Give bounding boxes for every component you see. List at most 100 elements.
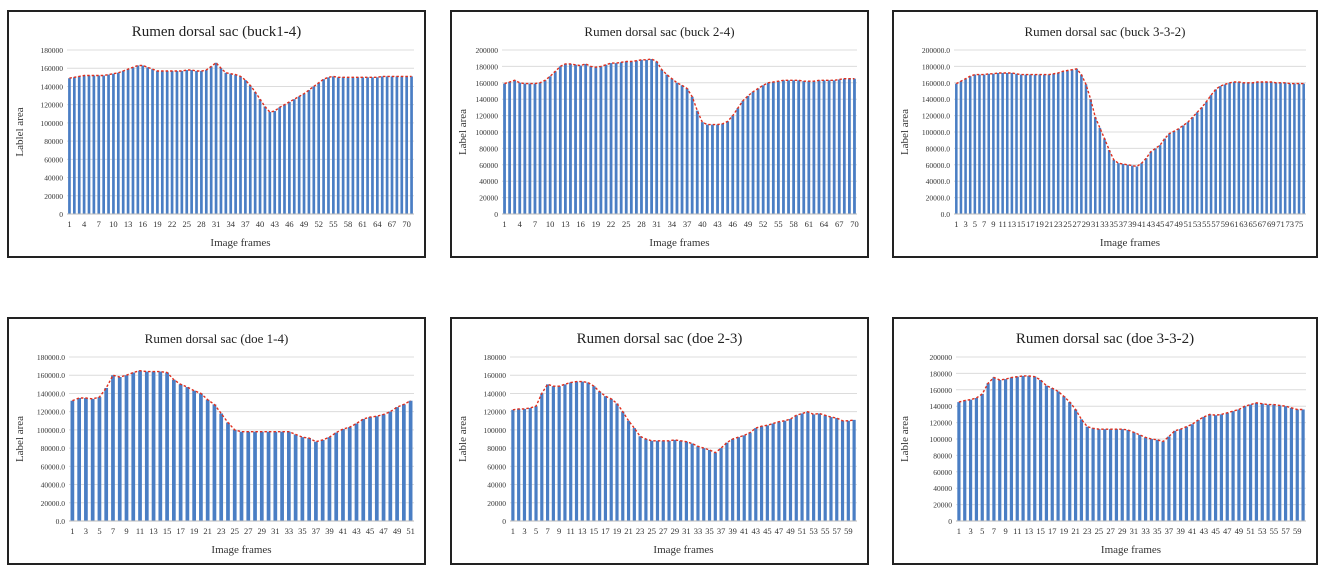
- x-tick-label: 31: [652, 219, 661, 229]
- bar: [534, 406, 538, 521]
- bar: [1140, 163, 1143, 214]
- x-tick-label: 51: [798, 526, 807, 536]
- y-tick-label: 20000: [933, 501, 952, 510]
- bar: [151, 371, 156, 521]
- bar: [111, 375, 115, 521]
- bar: [1254, 402, 1259, 521]
- x-tick-label: 13: [578, 526, 587, 536]
- x-tick-label: 17: [176, 526, 185, 536]
- bar: [1181, 125, 1185, 214]
- bar: [1172, 131, 1176, 214]
- y-tick-label: 80000.0: [926, 144, 951, 153]
- bar: [332, 76, 335, 214]
- bar: [807, 81, 811, 214]
- bar: [320, 439, 325, 521]
- x-tick-label: 40: [256, 219, 265, 229]
- bar: [1265, 81, 1268, 214]
- y-tick-label: 180000: [484, 353, 507, 362]
- bar: [347, 427, 352, 521]
- bar: [1056, 72, 1060, 215]
- bar: [209, 66, 213, 215]
- bar: [615, 403, 619, 521]
- bar: [725, 442, 729, 521]
- x-tick-label: 27: [1072, 219, 1081, 229]
- bar: [1173, 430, 1177, 521]
- y-tick-label: 100000: [484, 426, 507, 435]
- chart-title: Rumen dorsal sac (doe 2-3): [577, 331, 743, 347]
- bar: [700, 122, 704, 214]
- x-tick-label: 13: [124, 219, 133, 229]
- bar: [346, 77, 350, 214]
- chart-title: Rumen dorsal sac (buck1-4): [132, 24, 302, 40]
- bar: [293, 434, 298, 521]
- x-tick-label: 16: [576, 219, 585, 229]
- x-tick-label: 43: [1147, 219, 1156, 229]
- bar: [351, 77, 355, 214]
- bar: [82, 75, 86, 214]
- bar: [102, 75, 105, 214]
- bar: [538, 82, 542, 214]
- bar: [853, 78, 856, 214]
- x-tick-label: 64: [820, 219, 829, 229]
- x-tick-label: 17: [601, 526, 610, 536]
- bar: [1107, 150, 1111, 214]
- x-tick-label: 31: [1091, 219, 1100, 229]
- x-tick-label: 7: [533, 219, 537, 229]
- y-tick-label: 100000: [930, 435, 953, 444]
- bar: [1154, 148, 1157, 214]
- bar: [341, 428, 345, 521]
- x-tick-label: 70: [850, 219, 859, 229]
- bar: [1144, 158, 1148, 214]
- x-tick-label: 55: [1202, 219, 1211, 229]
- bar: [302, 93, 306, 214]
- bar: [1047, 74, 1051, 214]
- x-tick-label: 22: [168, 219, 177, 229]
- x-tick-label: 29: [258, 526, 267, 536]
- bar: [518, 82, 522, 214]
- bar: [771, 81, 775, 214]
- x-tick-label: 19: [1060, 526, 1069, 536]
- bar: [584, 63, 588, 214]
- x-tick-label: 13: [1008, 219, 1017, 229]
- x-tick-label: 52: [314, 219, 323, 229]
- bar: [410, 76, 413, 214]
- bar: [219, 413, 224, 521]
- x-tick-label: 23: [1083, 526, 1092, 536]
- x-tick-label: 9: [991, 219, 995, 229]
- bar: [368, 417, 372, 521]
- bar: [390, 76, 394, 214]
- y-tick-label: 180000: [930, 369, 953, 378]
- bar: [998, 379, 1002, 521]
- x-tick-label: 21: [1045, 219, 1054, 229]
- bar: [619, 62, 623, 214]
- bar: [771, 423, 775, 521]
- x-tick-label: 71: [1276, 219, 1285, 229]
- y-tick-label: 60000: [933, 468, 952, 477]
- bar: [1079, 419, 1084, 521]
- bar: [112, 73, 115, 214]
- bar: [136, 65, 140, 214]
- bar: [1225, 412, 1229, 521]
- x-axis-label: Image frames: [210, 237, 270, 249]
- x-tick-label: 25: [647, 526, 656, 536]
- bar: [70, 400, 75, 521]
- x-tick-label: 33: [285, 526, 294, 536]
- bar: [178, 384, 183, 521]
- bar: [68, 78, 71, 214]
- bar: [644, 439, 648, 521]
- bar: [992, 377, 996, 521]
- x-tick-label: 45: [1211, 526, 1220, 536]
- bar: [982, 74, 986, 214]
- chart-svg: Rumen dorsal sac (doe 1-4) 0.0 20000.0 4000…: [14, 331, 415, 556]
- bar: [1138, 434, 1142, 521]
- bar: [963, 400, 967, 521]
- x-tick-label: 10: [546, 219, 555, 229]
- x-tick-label: 49: [1174, 219, 1183, 229]
- bar: [528, 408, 532, 521]
- bar: [1135, 166, 1139, 214]
- bar: [655, 440, 660, 521]
- chart-svg: Rumen dorsal sac (buck1-4) 0 20000 40000 600…: [14, 24, 414, 249]
- x-tick-label: 1: [67, 219, 71, 229]
- bar: [1237, 81, 1241, 214]
- bar: [1062, 396, 1066, 521]
